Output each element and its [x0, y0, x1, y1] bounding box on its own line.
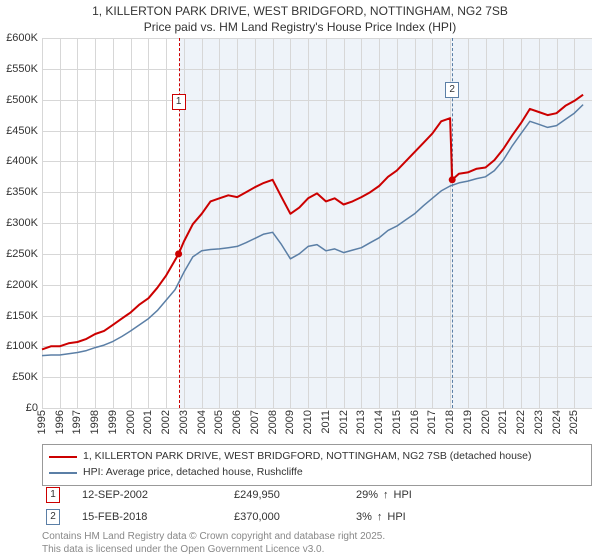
x-axis-tick-label: 2017 — [426, 410, 438, 434]
x-axis-tick-label: 2002 — [160, 410, 172, 434]
event-price: £249,950 — [234, 484, 334, 506]
y-axis-tick-label: £550K — [6, 63, 38, 75]
series-dot — [449, 176, 456, 183]
footer-line-2: This data is licensed under the Open Gov… — [42, 544, 592, 557]
x-axis-tick-label: 1996 — [54, 410, 66, 434]
x-axis-tick-label: 2006 — [231, 410, 243, 434]
x-axis-tick-label: 2010 — [302, 410, 314, 434]
y-axis-tick-label: £500K — [6, 94, 38, 106]
y-axis-tick-label: £600K — [6, 32, 38, 44]
y-axis-tick-label: £300K — [6, 217, 38, 229]
legend-item: HPI: Average price, detached house, Rush… — [49, 465, 585, 481]
title-line-2: Price paid vs. HM Land Registry's House … — [0, 20, 600, 36]
y-axis-tick-label: £100K — [6, 340, 38, 352]
x-axis-tick-label: 2009 — [284, 410, 296, 434]
attribution-footer: Contains HM Land Registry data © Crown c… — [42, 531, 592, 556]
chart-title: 1, KILLERTON PARK DRIVE, WEST BRIDGFORD,… — [0, 0, 600, 35]
event-pct: 29% ↑ HPI — [356, 484, 486, 506]
x-axis-tick-label: 2024 — [551, 410, 563, 434]
x-axis-tick-label: 1997 — [71, 410, 83, 434]
x-axis-tick-label: 2005 — [213, 410, 225, 434]
x-axis-tick-label: 2018 — [444, 410, 456, 434]
y-axis-tick-label: £200K — [6, 279, 38, 291]
x-axis-tick-label: 2016 — [409, 410, 421, 434]
event-row: 1 12-SEP-2002 £249,950 29% ↑ HPI — [42, 484, 592, 506]
y-axis-tick-label: £400K — [6, 155, 38, 167]
y-axis-tick-label: £50K — [12, 371, 38, 383]
y-axis-tick-label: £450K — [6, 125, 38, 137]
up-arrow-icon: ↑ — [377, 506, 383, 528]
event-list: 1 12-SEP-2002 £249,950 29% ↑ HPI 2 15-FE… — [42, 484, 592, 528]
chart-legend: 1, KILLERTON PARK DRIVE, WEST BRIDGFORD,… — [42, 444, 592, 486]
x-axis-tick-label: 2023 — [533, 410, 545, 434]
up-arrow-icon: ↑ — [383, 484, 389, 506]
chart-svg-lines — [42, 38, 592, 408]
event-price: £370,000 — [234, 506, 334, 528]
event-marker-icon: 2 — [46, 509, 60, 525]
x-axis-tick-label: 2025 — [568, 410, 580, 434]
x-axis-tick-label: 1999 — [107, 410, 119, 434]
legend-swatch — [49, 472, 77, 474]
y-axis-tick-label: £350K — [6, 186, 38, 198]
x-axis-tick-label: 2022 — [515, 410, 527, 434]
x-axis-tick-label: 2015 — [391, 410, 403, 434]
event-marker-icon: 1 — [46, 487, 60, 503]
x-axis-tick-label: 2014 — [373, 410, 385, 434]
x-axis-tick-label: 2003 — [178, 410, 190, 434]
x-axis-tick-label: 2008 — [267, 410, 279, 434]
x-axis-tick-label: 2007 — [249, 410, 261, 434]
legend-label: HPI: Average price, detached house, Rush… — [83, 465, 303, 481]
x-axis-tick-label: 2011 — [320, 410, 332, 434]
x-axis-tick-label: 2013 — [355, 410, 367, 434]
x-axis-tick-label: 2021 — [497, 410, 509, 434]
event-date: 12-SEP-2002 — [82, 484, 212, 506]
x-axis-tick-label: 2012 — [338, 410, 350, 434]
event-pct: 3% ↑ HPI — [356, 506, 486, 528]
x-axis-tick-label: 2004 — [196, 410, 208, 434]
chart-plot-area: £0£50K£100K£150K£200K£250K£300K£350K£400… — [42, 38, 592, 408]
series-dot — [175, 250, 182, 257]
legend-swatch — [49, 456, 77, 458]
footer-line-1: Contains HM Land Registry data © Crown c… — [42, 531, 592, 544]
legend-item: 1, KILLERTON PARK DRIVE, WEST BRIDGFORD,… — [49, 449, 585, 465]
title-line-1: 1, KILLERTON PARK DRIVE, WEST BRIDGFORD,… — [0, 4, 600, 20]
y-axis-tick-label: £150K — [6, 310, 38, 322]
x-axis-tick-label: 1998 — [89, 410, 101, 434]
x-axis-tick-label: 2019 — [462, 410, 474, 434]
event-date: 15-FEB-2018 — [82, 506, 212, 528]
x-axis-tick-label: 2020 — [480, 410, 492, 434]
event-row: 2 15-FEB-2018 £370,000 3% ↑ HPI — [42, 506, 592, 528]
gridline-h — [42, 408, 592, 409]
y-axis-tick-label: £250K — [6, 248, 38, 260]
x-axis-tick-label: 2001 — [142, 410, 154, 434]
legend-label: 1, KILLERTON PARK DRIVE, WEST BRIDGFORD,… — [83, 449, 532, 465]
series-line-price_paid — [42, 95, 583, 350]
x-axis-tick-label: 1995 — [36, 410, 48, 434]
x-axis-tick-label: 2000 — [125, 410, 137, 434]
